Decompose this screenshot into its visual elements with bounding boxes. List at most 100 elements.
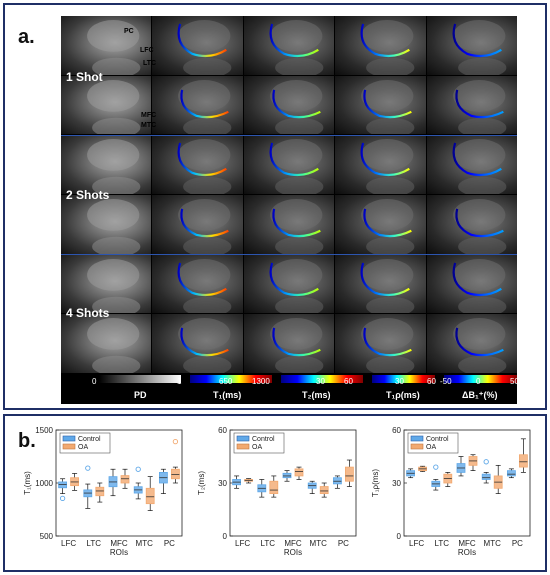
femur-shape	[178, 258, 231, 291]
row-separator	[61, 254, 517, 255]
y-tick-label: 0	[223, 532, 228, 541]
x-axis-label: ROIs	[458, 548, 476, 557]
mri-image-cell	[61, 195, 152, 254]
tibia-shape	[366, 177, 415, 194]
mri-image-cell	[243, 16, 335, 75]
colorbar-tick: 30	[395, 377, 404, 386]
femur-shape	[269, 258, 323, 291]
y-tick-label: 1500	[35, 426, 53, 435]
mri-image-cell	[61, 254, 152, 314]
legend-label: Control	[426, 436, 449, 443]
cartilage-map-overlay	[180, 208, 230, 238]
mri-image-grid	[61, 16, 517, 373]
roi-label-ltc: LTC	[143, 60, 157, 67]
mri-image-cell	[426, 195, 517, 254]
box-oa	[170, 468, 180, 480]
x-tick-label: MTC	[484, 539, 502, 548]
tibia-shape	[366, 356, 415, 373]
mri-image-cell	[243, 135, 335, 194]
femur-shape	[452, 258, 505, 291]
y-tick-label: 0	[397, 532, 402, 541]
cartilage-map-overlay	[272, 328, 321, 357]
mri-image-cell	[152, 75, 243, 135]
tibia-shape	[183, 296, 232, 314]
colorbar-tick: -50	[440, 377, 452, 386]
femur-shape	[87, 198, 140, 231]
outlier-point	[172, 439, 179, 445]
femur-shape	[361, 258, 414, 291]
y-tick-label: 500	[40, 532, 54, 541]
legend-swatch	[62, 435, 76, 442]
tibia-shape	[183, 177, 232, 194]
mri-image-cell	[426, 16, 517, 75]
outlier-point	[135, 466, 141, 472]
tibia-shape	[457, 236, 506, 254]
mri-image-cell	[243, 254, 335, 314]
femur-shape	[452, 79, 505, 112]
cartilage-map-overlay	[454, 89, 504, 118]
mri-image-cell	[335, 135, 426, 194]
tibia-shape	[92, 177, 141, 194]
legend-swatch	[410, 435, 424, 442]
cartilage-map-overlay	[180, 328, 230, 357]
colorbar-title-t1rho: T₁ρ(ms)	[386, 390, 420, 400]
colorbar-tick: 1300	[252, 377, 270, 386]
cartilage-map-overlay	[452, 142, 502, 177]
tibia-shape	[274, 236, 324, 254]
cartilage-map-overlay	[452, 23, 502, 58]
roi-label-mtc: MTC	[141, 122, 157, 129]
box-control	[332, 477, 342, 485]
tibia-shape	[183, 236, 232, 254]
row-label-1-shot: 1 Shot	[66, 70, 103, 84]
mri-image-cell	[61, 135, 152, 194]
t1rho-boxplot: 0 30 60 T₁ρ(ms) LFC LTC MFC MTC PC ROIs Control OA	[370, 424, 540, 564]
box-oa	[319, 486, 329, 494]
colorbar-tick: 60	[344, 377, 353, 386]
outlier-point	[433, 464, 439, 470]
tibia-shape	[457, 356, 506, 373]
colorbar-tick: 650	[219, 377, 233, 386]
cartilage-map-overlay	[177, 262, 228, 296]
box-control	[506, 470, 516, 477]
tibia-shape	[366, 57, 415, 75]
colorbar-title-t2: T₂(ms)	[302, 390, 331, 400]
colorbar-tick: 50	[510, 377, 519, 386]
colorbar-title-pd: PD	[134, 390, 147, 400]
tibia-shape	[183, 57, 232, 75]
tibia-shape	[274, 356, 324, 373]
tibia-shape	[366, 117, 415, 135]
colorbar-title-db1: ΔB₁⁺(%)	[462, 390, 498, 400]
tibia-shape	[274, 57, 324, 75]
box-control	[481, 473, 491, 480]
box-control	[282, 472, 292, 479]
mri-image-cell	[335, 16, 426, 75]
box-oa	[294, 468, 304, 477]
legend-label: OA	[426, 444, 436, 451]
x-tick-label: MFC	[284, 539, 302, 548]
femur-shape	[178, 79, 231, 112]
colorbar-db1	[444, 375, 517, 383]
cartilage-map-overlay	[360, 23, 411, 58]
x-tick-label: MTC	[136, 539, 154, 548]
mri-image-cell	[426, 254, 517, 314]
femur-shape	[178, 198, 231, 231]
mri-image-cell	[152, 195, 243, 254]
femur-shape	[361, 79, 414, 112]
outlier-point	[59, 495, 66, 502]
x-tick-label: MTC	[310, 539, 328, 548]
x-tick-label: LFC	[61, 539, 76, 548]
x-tick-label: LFC	[235, 539, 250, 548]
x-tick-label: LTC	[87, 539, 102, 548]
cartilage-map-overlay	[272, 89, 321, 118]
legend-label: OA	[78, 444, 88, 451]
femur-shape	[452, 318, 505, 351]
cartilage-map-overlay	[180, 89, 230, 118]
cartilage-map-overlay	[360, 142, 411, 177]
mri-image-cell	[335, 75, 426, 135]
legend-label: Control	[252, 436, 275, 443]
roi-label-mfc: MFC	[141, 112, 157, 119]
x-axis-label: ROIs	[284, 548, 302, 557]
row-label-2-shots: 2 Shots	[66, 188, 110, 202]
colorbar-tick: 0	[92, 377, 97, 386]
